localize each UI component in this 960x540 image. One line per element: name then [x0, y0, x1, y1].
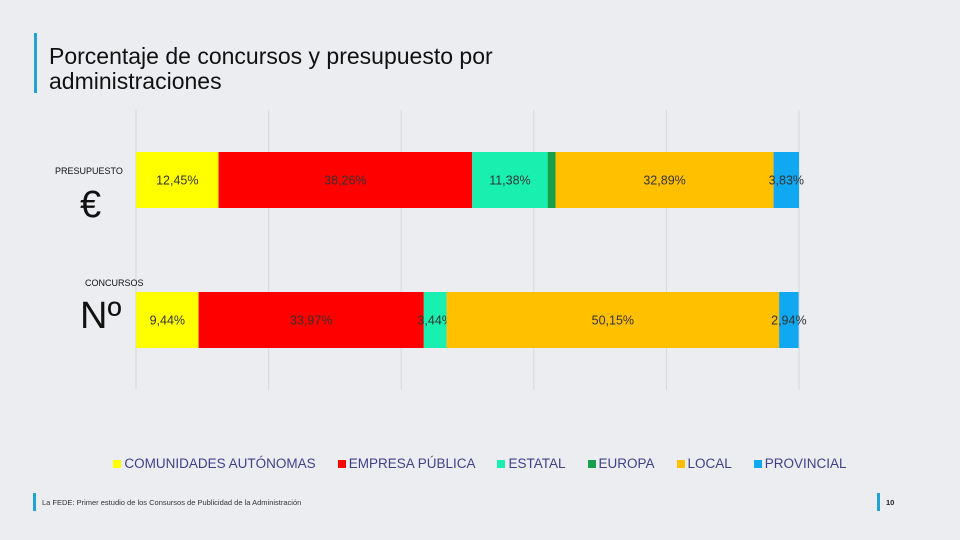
data-label: 3,83%: [769, 174, 804, 188]
chart-legend: COMUNIDADES AUTÓNOMAS EMPRESA PÚBLICA ESTA…: [0, 456, 960, 471]
bar-segment: [218, 152, 473, 208]
data-label: 12,45%: [156, 174, 198, 188]
legend-swatch: [587, 459, 596, 468]
legend-item: EUROPA: [587, 456, 655, 471]
page-number: 10: [886, 498, 895, 507]
legend-item: ESTATAL: [497, 456, 566, 471]
row-label-presupuesto: PRESUPUESTO: [55, 166, 123, 176]
legend-label: ESTATAL: [508, 456, 566, 471]
data-label: 32,89%: [643, 174, 685, 188]
bar-segment: [773, 152, 799, 208]
legend-swatch: [676, 459, 685, 468]
number-symbol: Nº: [80, 295, 122, 337]
data-label: 3,44%: [417, 314, 452, 328]
data-label: 38,26%: [324, 174, 366, 188]
legend-item: COMUNIDADES AUTÓNOMAS: [113, 456, 316, 471]
legend-label: LOCAL: [687, 456, 732, 471]
legend-swatch: [337, 459, 346, 468]
slide-title: Porcentaje de concursos y presupuesto po…: [49, 43, 493, 94]
footer-text: La FEDE: Primer estudio de los Consursos…: [42, 498, 302, 507]
page-number-accent-bar: [877, 493, 880, 511]
legend-swatch: [113, 459, 122, 468]
data-label: 2,94%: [771, 314, 806, 328]
bar-segment: [446, 292, 780, 348]
data-label: 33,97%: [290, 314, 332, 328]
legend-item: PROVINCIAL: [753, 456, 847, 471]
legend-label: PROVINCIAL: [764, 456, 847, 471]
bar-segment: [198, 292, 424, 348]
data-label: 9,44%: [150, 314, 185, 328]
legend-swatch: [753, 459, 762, 468]
bar-segment: [547, 152, 556, 208]
legend-label: EMPRESA PÚBLICA: [348, 456, 476, 471]
title-accent-bar: [34, 33, 37, 93]
legend-item: EMPRESA PÚBLICA: [337, 456, 476, 471]
data-label: 11,38%: [489, 174, 530, 188]
legend-swatch: [497, 459, 506, 468]
bar-segment: [779, 292, 799, 348]
bar-segment: [423, 292, 447, 348]
bar-segment: [472, 152, 548, 208]
euro-symbol: €: [80, 184, 102, 226]
row-label-concursos: CONCURSOS: [85, 278, 144, 288]
bar-segment: [136, 152, 219, 208]
data-label: 50,15%: [592, 314, 634, 328]
legend-item: LOCAL: [676, 456, 732, 471]
legend-label: EUROPA: [598, 456, 655, 471]
legend-label: COMUNIDADES AUTÓNOMAS: [124, 456, 316, 471]
bar-segment: [555, 152, 774, 208]
bar-segment: [136, 292, 199, 348]
footer-accent-bar: [33, 493, 36, 511]
